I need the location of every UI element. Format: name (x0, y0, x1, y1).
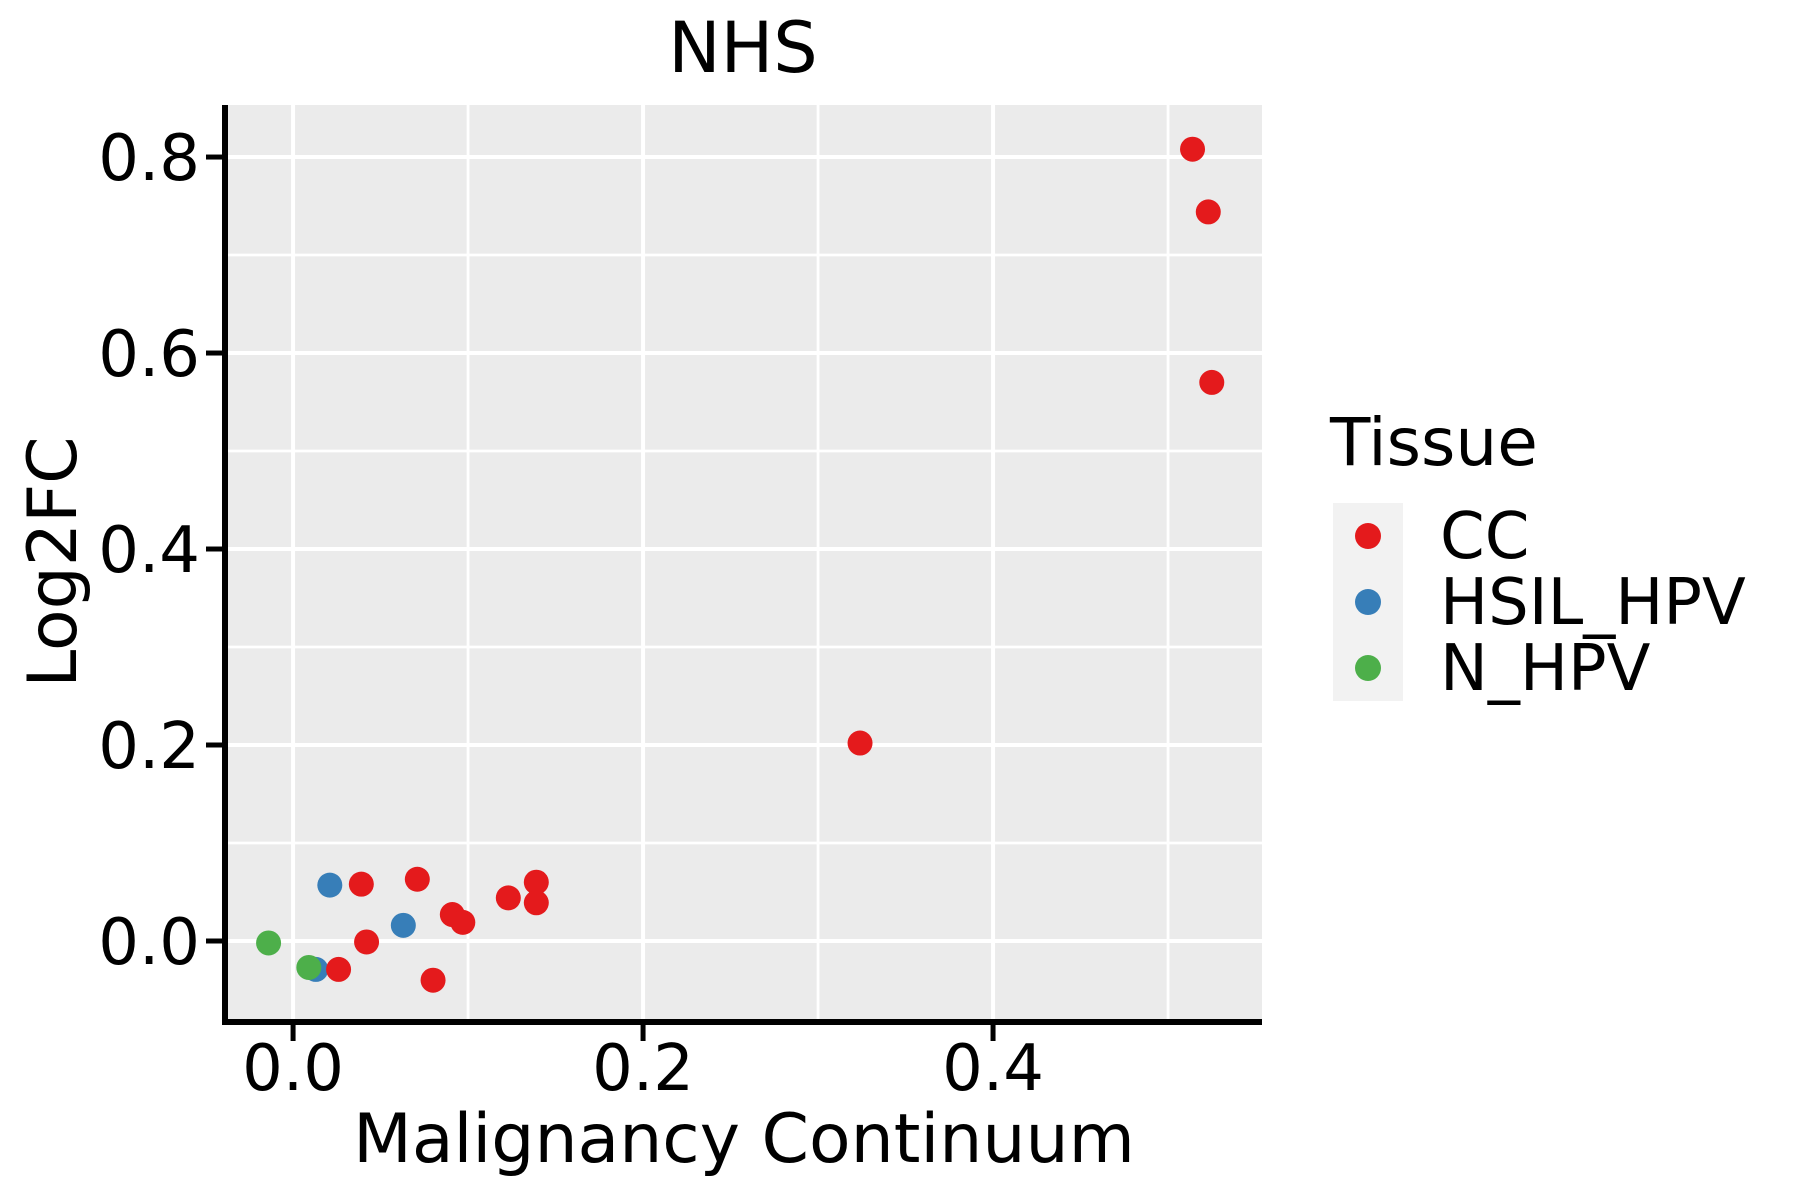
data-point (495, 885, 521, 911)
data-point (256, 930, 282, 956)
plot-title: NHS (668, 7, 817, 89)
data-point (354, 929, 380, 955)
data-point (404, 866, 430, 892)
data-point (847, 730, 873, 756)
series-CC (326, 136, 1225, 993)
y-tick-label: 0.2 (98, 710, 200, 784)
data-point (450, 909, 476, 935)
data-point (317, 872, 343, 898)
x-tick-label: 0.2 (592, 1032, 694, 1106)
y-tick-label: 0.6 (98, 318, 200, 392)
legend: Tissue CC HSIL_HPV N_HPV (1329, 404, 1746, 706)
data-point (1199, 369, 1225, 395)
x-axis-title: Malignancy Continuum (353, 1100, 1135, 1179)
legend-dot-cc (1355, 523, 1381, 549)
data-point (523, 890, 549, 916)
y-tick-label: 0.8 (98, 122, 200, 196)
chart-layers: 0.0 0.2 0.4 0.0 0.2 0.4 0.6 0.8 (98, 105, 1262, 1106)
data-point (420, 967, 446, 993)
data-point (1180, 136, 1206, 162)
legend-label-hsil-hpv: HSIL_HPV (1440, 566, 1746, 640)
data-point (326, 956, 352, 982)
data-point (296, 954, 322, 980)
y-axis-title: Log2FC (14, 436, 93, 687)
legend-title: Tissue (1329, 404, 1538, 481)
x-tick-label: 0.4 (942, 1032, 1044, 1106)
y-tick-label: 0.4 (98, 514, 200, 588)
data-point (1195, 199, 1221, 225)
legend-dot-n-hpv (1355, 655, 1381, 681)
legend-label-n-hpv: N_HPV (1440, 632, 1651, 706)
data-point (523, 869, 549, 895)
data-point (348, 871, 374, 897)
data-point (390, 912, 416, 938)
x-tick-label: 0.0 (242, 1032, 344, 1106)
legend-dot-hsil-hpv (1355, 589, 1381, 615)
plot-panel (225, 105, 1262, 1019)
legend-label-cc: CC (1440, 500, 1529, 574)
y-tick-label: 0.0 (98, 906, 200, 980)
series-N_HPV (256, 930, 322, 980)
